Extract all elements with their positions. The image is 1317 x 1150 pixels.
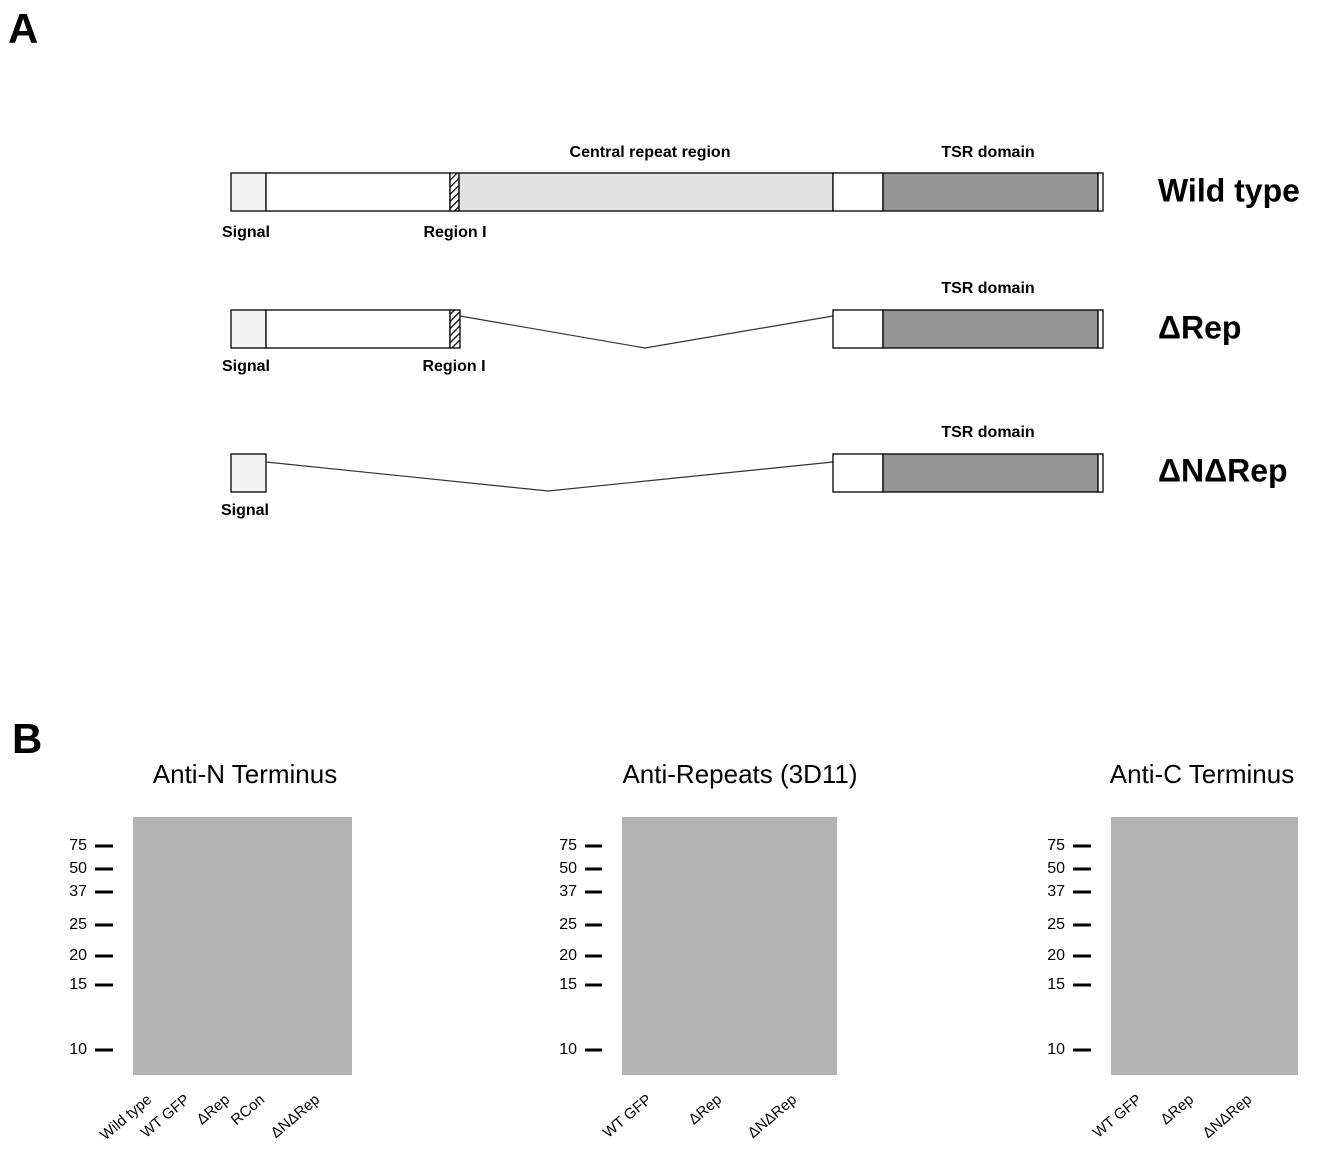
domain-segment: [231, 454, 266, 492]
domain-label: Signal: [222, 224, 270, 241]
lane-label: WT GFP: [600, 1091, 655, 1141]
marker-label: 10: [559, 1041, 577, 1058]
domain-label: Signal: [221, 502, 269, 519]
marker-label: 10: [1047, 1041, 1065, 1058]
lane-label: RCon: [228, 1091, 268, 1129]
lane-label: WT GFP: [1090, 1091, 1145, 1141]
panel-label: A: [8, 5, 38, 52]
blot-title: Anti-N Terminus: [153, 759, 337, 789]
construct-name: ΔNΔRep: [1158, 452, 1288, 488]
lane-label: ΔRep: [1157, 1091, 1197, 1128]
deletion-line: [266, 462, 833, 491]
marker-label: 75: [69, 837, 87, 854]
domain-label: Signal: [222, 358, 270, 375]
marker-label: 37: [1047, 883, 1065, 900]
marker-label: 25: [559, 916, 577, 933]
marker-label: 15: [559, 976, 577, 993]
domain-segment: [883, 310, 1098, 348]
lane-label: ΔRep: [193, 1091, 233, 1128]
deletion-line: [460, 316, 833, 348]
marker-label: 20: [559, 947, 577, 964]
marker-label: 37: [559, 883, 577, 900]
domain-segment: [833, 454, 883, 492]
domain-segment: [459, 173, 833, 211]
figure: A B Central repeat region TSR domain Signa…: [0, 0, 1317, 1150]
domain-segment: [883, 173, 1098, 211]
panel-label: B: [12, 715, 42, 762]
domain-label: TSR domain: [941, 144, 1034, 161]
domain-segment: [1098, 173, 1103, 211]
marker-label: 15: [1047, 976, 1065, 993]
construct-name: Wild type: [1158, 172, 1300, 208]
domain-segment: [266, 173, 450, 211]
domain-segment: [833, 310, 883, 348]
blot-title: Anti-Repeats (3D11): [622, 759, 857, 789]
domain-segment: [833, 173, 883, 211]
domain-segment: [883, 454, 1098, 492]
domain-segment: [1098, 454, 1103, 492]
domain-segment: [231, 310, 266, 348]
marker-label: 50: [1047, 860, 1065, 877]
marker-label: 75: [559, 837, 577, 854]
marker-label: 20: [1047, 947, 1065, 964]
domain-label: TSR domain: [941, 424, 1034, 441]
domain-segment: [231, 173, 266, 211]
domain-label: TSR domain: [941, 280, 1034, 297]
marker-label: 50: [69, 860, 87, 877]
marker-label: 75: [1047, 837, 1065, 854]
blot-title: Anti-C Terminus: [1110, 759, 1294, 789]
blot: [1111, 817, 1298, 1075]
marker-label: 25: [1047, 916, 1065, 933]
marker-label: 37: [69, 883, 87, 900]
domain-label: Region I: [422, 358, 485, 375]
domain-segment: [266, 310, 450, 348]
lane-label: ΔNΔRep: [1199, 1091, 1255, 1142]
domain-segment: [450, 173, 459, 211]
domain-segment: [1098, 310, 1103, 348]
domain-segment: [450, 310, 460, 348]
lane-label: ΔNΔRep: [744, 1091, 800, 1142]
construct-name: ΔRep: [1158, 309, 1241, 345]
marker-label: 10: [69, 1041, 87, 1058]
domain-label: Region I: [423, 224, 486, 241]
marker-label: 25: [69, 916, 87, 933]
domain-label: Central repeat region: [570, 144, 731, 161]
lane-label: ΔRep: [685, 1091, 725, 1128]
marker-label: 50: [559, 860, 577, 877]
lane-label: ΔNΔRep: [267, 1091, 323, 1142]
marker-label: 15: [69, 976, 87, 993]
marker-label: 20: [69, 947, 87, 964]
